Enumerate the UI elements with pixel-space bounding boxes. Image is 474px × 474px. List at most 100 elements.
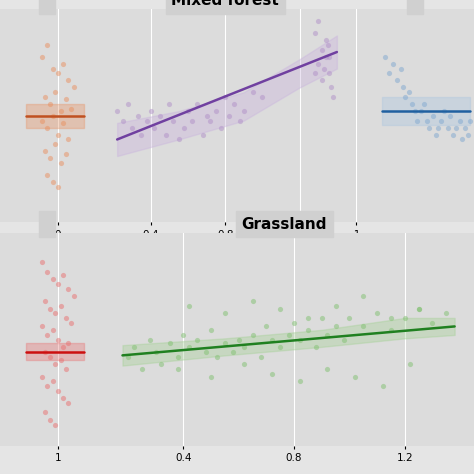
Point bbox=[137, 131, 145, 138]
Point bbox=[379, 382, 386, 390]
Point bbox=[62, 95, 70, 103]
Point bbox=[199, 131, 207, 138]
Point bbox=[314, 18, 322, 25]
Point bbox=[49, 377, 56, 385]
Point bbox=[46, 306, 54, 313]
Point bbox=[435, 124, 442, 131]
Point bbox=[49, 275, 56, 283]
Title: Grassland: Grassland bbox=[242, 217, 327, 232]
Point bbox=[180, 331, 187, 339]
Point bbox=[181, 124, 188, 131]
Point bbox=[64, 399, 72, 407]
Point bbox=[390, 60, 397, 68]
Point bbox=[458, 136, 466, 143]
Point bbox=[221, 309, 228, 317]
Point bbox=[62, 150, 70, 157]
Point bbox=[162, 131, 169, 138]
Point bbox=[236, 117, 244, 124]
Point bbox=[415, 306, 422, 313]
Point bbox=[128, 124, 136, 131]
Point bbox=[38, 258, 46, 265]
Point bbox=[324, 41, 331, 49]
Point bbox=[49, 112, 56, 119]
Point bbox=[207, 374, 215, 381]
Point bbox=[374, 309, 381, 317]
Point bbox=[166, 340, 173, 347]
Point bbox=[41, 297, 48, 305]
Point bbox=[165, 100, 173, 108]
Point bbox=[456, 117, 464, 124]
Point bbox=[185, 302, 193, 310]
Point bbox=[428, 319, 436, 327]
Point bbox=[44, 331, 51, 339]
Point bbox=[326, 70, 333, 77]
Point bbox=[49, 178, 56, 186]
Point bbox=[240, 360, 248, 368]
Point bbox=[385, 70, 392, 77]
Point bbox=[464, 131, 472, 138]
Point bbox=[202, 348, 210, 356]
Point bbox=[249, 331, 256, 339]
Point bbox=[52, 309, 59, 317]
Point bbox=[249, 89, 257, 96]
Point bbox=[184, 107, 191, 115]
Point bbox=[52, 89, 59, 96]
Point bbox=[263, 323, 270, 330]
Point bbox=[64, 285, 72, 293]
Point bbox=[59, 394, 67, 401]
Point bbox=[44, 382, 51, 390]
Point bbox=[185, 343, 193, 351]
Point bbox=[46, 416, 54, 424]
Point bbox=[59, 60, 67, 68]
Point bbox=[62, 314, 70, 322]
Point bbox=[52, 360, 59, 368]
Point bbox=[218, 124, 225, 131]
Point bbox=[346, 314, 353, 322]
Point bbox=[124, 353, 132, 361]
Point bbox=[57, 107, 64, 115]
Point bbox=[54, 387, 62, 395]
Point bbox=[407, 360, 414, 368]
Point bbox=[54, 70, 62, 77]
Point bbox=[420, 100, 428, 108]
Point bbox=[411, 107, 419, 115]
Point bbox=[328, 84, 335, 91]
Point bbox=[304, 326, 312, 334]
Point bbox=[59, 343, 67, 351]
Point bbox=[41, 348, 48, 356]
Point bbox=[67, 319, 75, 327]
Point bbox=[311, 29, 319, 37]
Point bbox=[231, 100, 238, 108]
Point bbox=[324, 331, 331, 339]
Point bbox=[340, 336, 348, 344]
Point bbox=[449, 131, 456, 138]
Point bbox=[38, 53, 46, 61]
Point bbox=[41, 93, 48, 100]
Point bbox=[41, 147, 48, 155]
Point bbox=[401, 314, 409, 322]
Point bbox=[44, 171, 51, 179]
Point bbox=[54, 131, 62, 138]
Point bbox=[276, 343, 284, 351]
Point bbox=[207, 117, 214, 124]
Point bbox=[64, 340, 72, 347]
Point bbox=[169, 117, 177, 124]
Point bbox=[54, 280, 62, 288]
Point bbox=[143, 117, 151, 124]
Point bbox=[235, 336, 243, 344]
Point bbox=[285, 331, 292, 339]
Point bbox=[304, 314, 312, 322]
Point bbox=[147, 107, 155, 115]
Point bbox=[318, 314, 326, 322]
Point bbox=[257, 353, 264, 361]
Point bbox=[425, 124, 433, 131]
Point bbox=[62, 365, 70, 373]
Point bbox=[268, 336, 276, 344]
Point bbox=[452, 124, 460, 131]
Point bbox=[125, 100, 132, 108]
Point bbox=[44, 124, 51, 131]
Point bbox=[417, 107, 425, 115]
Point bbox=[174, 365, 182, 373]
Point bbox=[175, 136, 182, 143]
Point bbox=[405, 89, 412, 96]
